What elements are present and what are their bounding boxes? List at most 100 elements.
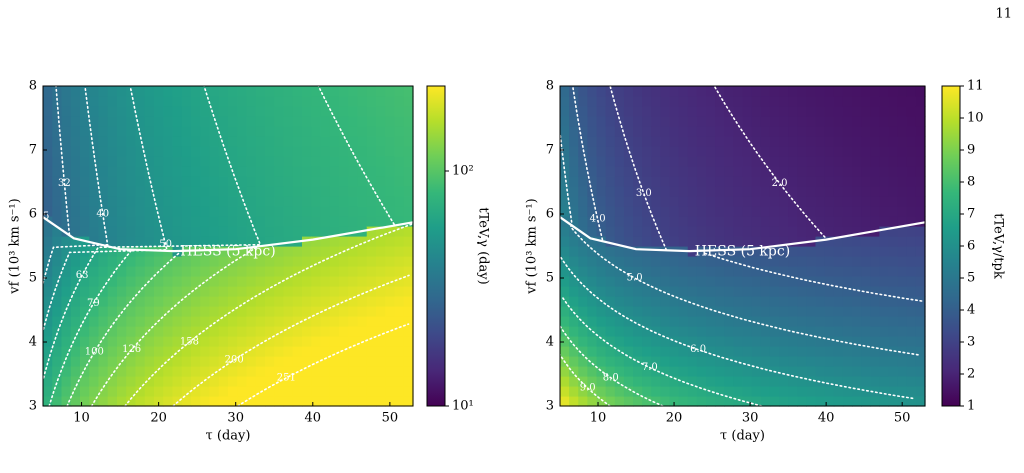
heatmap-cell — [218, 206, 229, 217]
heatmap-cell — [833, 286, 844, 297]
heatmap-cell — [339, 356, 349, 367]
heatmap-cell — [200, 376, 211, 387]
heatmap-cell — [237, 346, 248, 357]
heatmap-cell — [706, 96, 716, 107]
heatmap-cell — [614, 266, 625, 277]
heatmap-cell — [70, 286, 81, 297]
heatmap-cell — [348, 216, 359, 227]
heatmap-cell — [339, 376, 349, 387]
heatmap-cell — [560, 396, 570, 407]
heatmap-cell — [888, 286, 899, 297]
heatmap-cell — [200, 306, 211, 317]
heatmap-cell — [70, 116, 81, 127]
heatmap-cell — [897, 316, 908, 327]
heatmap-cell — [209, 86, 220, 97]
heatmap-cell — [357, 216, 368, 227]
heatmap-cell — [696, 186, 707, 197]
heatmap-cell — [779, 396, 789, 407]
y-tick-label: 7 — [29, 143, 37, 158]
heatmap-cell — [385, 226, 396, 237]
heatmap-cell — [660, 366, 671, 377]
heatmap-cell — [357, 366, 368, 377]
heatmap-cell — [366, 316, 377, 327]
heatmap-cell — [320, 336, 331, 347]
heatmap-cell — [302, 206, 312, 217]
heatmap-cell — [852, 146, 862, 157]
heatmap-cell — [852, 156, 862, 167]
heatmap-cell — [633, 156, 643, 167]
heatmap-cell — [126, 136, 137, 147]
heatmap-cell — [678, 176, 689, 187]
heatmap-cell — [218, 226, 229, 237]
heatmap-cell — [320, 276, 331, 287]
heatmap-cell — [760, 126, 771, 137]
heatmap-cell — [191, 206, 201, 217]
heatmap-cell — [357, 126, 368, 137]
heatmap-cell — [906, 116, 917, 127]
heatmap-cell — [163, 356, 174, 367]
heatmap-cell — [587, 196, 598, 207]
heatmap-cell — [320, 86, 331, 97]
heatmap-cell — [696, 196, 707, 207]
heatmap-cell — [797, 136, 807, 147]
heatmap-cell — [706, 176, 716, 187]
heatmap-cell — [339, 326, 349, 337]
heatmap-cell — [815, 216, 826, 227]
heatmap-cell — [218, 186, 229, 197]
heatmap-cell — [760, 396, 771, 407]
heatmap-cell — [815, 106, 826, 117]
heatmap-cell — [797, 86, 807, 97]
heatmap-cell — [117, 106, 127, 117]
heatmap-cell — [117, 386, 127, 397]
heatmap-cell — [209, 226, 220, 237]
heatmap-cell — [788, 316, 798, 327]
heatmap-cell — [742, 306, 753, 317]
y-tick-label: 4 — [546, 335, 554, 350]
heatmap-cell — [283, 226, 294, 237]
contour-label: 4.0 — [590, 214, 606, 225]
heatmap-cell — [135, 396, 146, 407]
heatmap-cell — [126, 106, 137, 117]
heatmap-cell — [172, 116, 183, 127]
heatmap-cell — [623, 186, 634, 197]
heatmap-cell — [696, 106, 707, 117]
heatmap-cell — [70, 296, 81, 307]
heatmap-cell — [596, 186, 607, 197]
heatmap-cell — [43, 226, 53, 237]
heatmap-cell — [98, 296, 109, 307]
heatmap-cell — [852, 306, 862, 317]
heatmap-cell — [163, 386, 174, 397]
heatmap-cell — [915, 366, 926, 377]
heatmap-cell — [578, 326, 588, 337]
heatmap-cell — [824, 296, 835, 307]
heatmap-cell — [815, 266, 826, 277]
heatmap-cell — [569, 276, 579, 287]
heatmap-cell — [329, 316, 340, 327]
heatmap-cell — [52, 166, 63, 177]
heatmap-cell — [751, 186, 762, 197]
heatmap-cell — [394, 246, 405, 257]
heatmap-cell — [366, 366, 377, 377]
heatmap-cell — [669, 136, 680, 147]
heatmap-cell — [569, 136, 579, 147]
heatmap-cell — [569, 286, 579, 297]
heatmap-cell — [596, 386, 607, 397]
heatmap-cell — [43, 126, 53, 137]
heatmap-cell — [633, 276, 643, 287]
heatmap-cell — [824, 306, 835, 317]
heatmap-cell — [623, 226, 634, 237]
heatmap-cell — [797, 336, 807, 347]
heatmap-cell — [89, 136, 100, 147]
heatmap-cell — [578, 376, 588, 387]
heatmap-cell — [218, 296, 229, 307]
heatmap-cell — [228, 276, 238, 287]
y-tick-label: 3 — [29, 399, 37, 414]
heatmap-cell — [806, 346, 817, 357]
heatmap-cell — [61, 336, 72, 347]
heatmap-cell — [879, 296, 890, 307]
heatmap-cell — [897, 166, 908, 177]
heatmap-cell — [779, 156, 789, 167]
heatmap-cell — [815, 376, 826, 387]
heatmap-cell — [107, 116, 118, 127]
heatmap-cell — [394, 186, 405, 197]
